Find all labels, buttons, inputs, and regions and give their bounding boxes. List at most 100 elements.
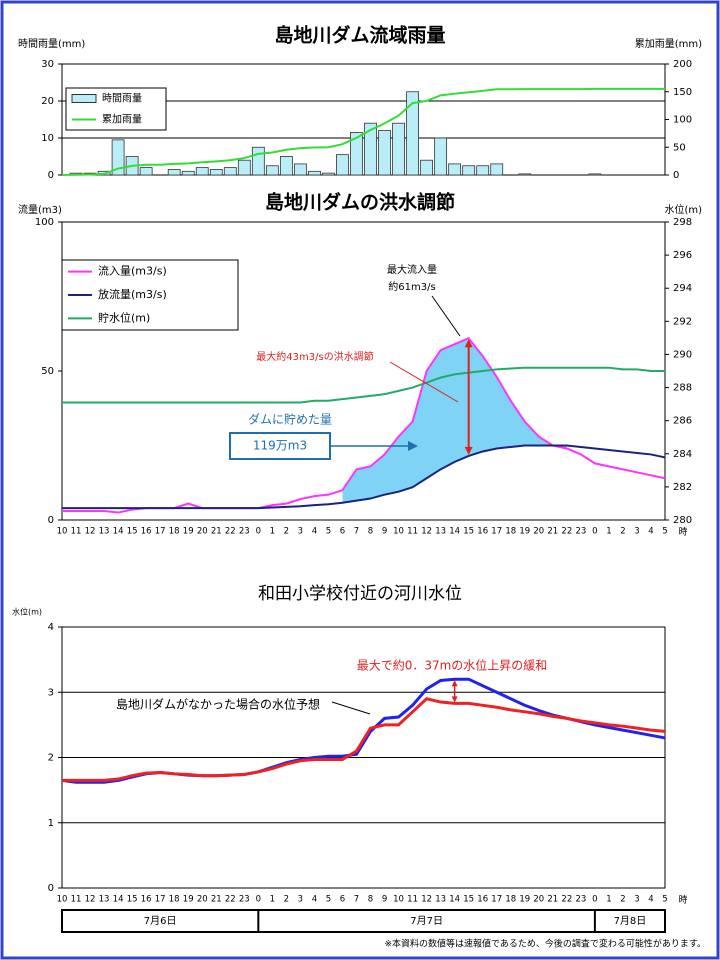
- y2-tick-label: 200: [673, 59, 692, 70]
- bar: [167, 169, 181, 176]
- x-tick-label: 0: [256, 895, 261, 905]
- y-tick-label: 30: [41, 59, 54, 70]
- y-tick-label: 4: [48, 622, 54, 633]
- bar: [434, 137, 448, 176]
- storage-area: [342, 338, 567, 503]
- x-tick-label: 17: [155, 895, 166, 905]
- y2-tick-label: 298: [673, 217, 692, 228]
- x-tick-label: 14: [113, 527, 124, 537]
- bar: [195, 167, 209, 176]
- y-tick-label: 0: [48, 515, 54, 526]
- x-tick-label: 23: [239, 527, 250, 537]
- date-row: [61, 909, 666, 933]
- x-tick-label: 12: [85, 895, 96, 905]
- x-tick-label: 10: [57, 527, 68, 537]
- x-tick-label: 20: [533, 895, 544, 905]
- bar: [293, 163, 307, 176]
- x-tick-label: 18: [505, 527, 516, 537]
- x-tick-label: 17: [155, 527, 166, 537]
- y2-tick-label: 50: [673, 142, 686, 153]
- x-tick-label: 2: [620, 527, 625, 537]
- arrow: [331, 701, 371, 715]
- x-axis-label: 時: [678, 527, 687, 538]
- x-tick-label: 19: [183, 895, 194, 905]
- legend-swatch: [71, 94, 97, 103]
- x-tick-label: 6: [340, 527, 345, 537]
- series-line: [62, 444, 666, 510]
- x-tick-label: 1: [270, 895, 275, 905]
- x-tick-label: 12: [421, 527, 432, 537]
- x-tick-label: 6: [340, 895, 345, 905]
- x-tick-label: 1: [606, 895, 611, 905]
- bar: [111, 139, 125, 176]
- x-tick-label: 8: [368, 527, 373, 537]
- y2-tick-label: 0: [673, 170, 679, 181]
- x-tick-label: 8: [368, 895, 373, 905]
- bar: [251, 146, 265, 176]
- bar: [308, 170, 321, 176]
- bar: [223, 167, 237, 176]
- x-tick-label: 21: [547, 527, 558, 537]
- y-tick-label: 0: [48, 883, 54, 894]
- x-tick-label: 7: [354, 895, 359, 905]
- x-tick-label: 3: [634, 527, 639, 537]
- annotation-box: [229, 432, 331, 460]
- x-axis-label: 時: [678, 895, 687, 906]
- bar: [378, 130, 391, 176]
- bar: [518, 173, 532, 176]
- y2-tick-label: 100: [673, 115, 692, 126]
- series-line: [61, 87, 665, 176]
- y-tick-label: 1: [48, 818, 54, 829]
- y-tick-label: 2: [48, 753, 54, 764]
- x-tick-label: 1: [270, 527, 275, 537]
- x-tick-label: 0: [256, 527, 261, 537]
- x-tick-label: 15: [127, 895, 138, 905]
- x-tick-label: 2: [284, 895, 289, 905]
- x-tick-label: 23: [575, 527, 586, 537]
- legend-label: 時間雨量: [102, 93, 142, 105]
- series-line: [62, 697, 666, 782]
- y-tick-label: 0: [48, 170, 54, 181]
- x-tick-label: 19: [519, 527, 530, 537]
- x-tick-label: 20: [197, 527, 208, 537]
- bar: [448, 163, 462, 176]
- legend-label: 放流量(m3/s): [98, 287, 167, 301]
- x-tick-label: 11: [71, 895, 82, 905]
- x-tick-label: 4: [648, 895, 653, 905]
- chart-title: 和田小学校付近の河川水位: [258, 584, 462, 604]
- annotation: 最大で約0．37mの水位上昇の緩和: [357, 658, 548, 673]
- footnote: ※本資料の数値等は速報値であるため、今後の調査で変わる可能性があります。: [384, 938, 706, 950]
- x-tick-label: 22: [225, 527, 236, 537]
- x-tick-label: 7: [354, 527, 359, 537]
- x-tick-label: 4: [648, 527, 653, 537]
- x-tick-label: 13: [435, 895, 446, 905]
- bar: [265, 165, 279, 176]
- x-tick-label: 21: [547, 895, 558, 905]
- x-tick-label: 9: [382, 527, 387, 537]
- bar: [406, 91, 419, 176]
- x-tick-label: 2: [620, 895, 625, 905]
- y2-axis-label: 水位(m): [664, 203, 702, 216]
- y2-tick-label: 150: [673, 87, 692, 98]
- legend-label: 累加雨量: [102, 114, 142, 126]
- date-label: 7月8日: [614, 915, 647, 927]
- date-label: 7月6日: [144, 915, 177, 927]
- chart-title: 島地川ダム流域雨量: [274, 24, 445, 47]
- x-tick-label: 10: [393, 895, 404, 905]
- annotation: ダムに貯めた量: [248, 412, 332, 427]
- y-tick-label: 3: [48, 687, 54, 698]
- x-tick-label: 15: [463, 895, 474, 905]
- x-tick-label: 9: [382, 895, 387, 905]
- x-tick-label: 10: [393, 527, 404, 537]
- x-tick-label: 12: [85, 527, 96, 537]
- x-tick-label: 3: [298, 527, 303, 537]
- y2-tick-label: 290: [673, 349, 692, 360]
- x-tick-label: 16: [141, 527, 152, 537]
- y2-tick-label: 280: [673, 515, 692, 526]
- x-tick-label: 16: [477, 527, 488, 537]
- x-tick-label: 2: [284, 527, 289, 537]
- bar: [462, 165, 476, 176]
- x-tick-label: 11: [71, 527, 82, 537]
